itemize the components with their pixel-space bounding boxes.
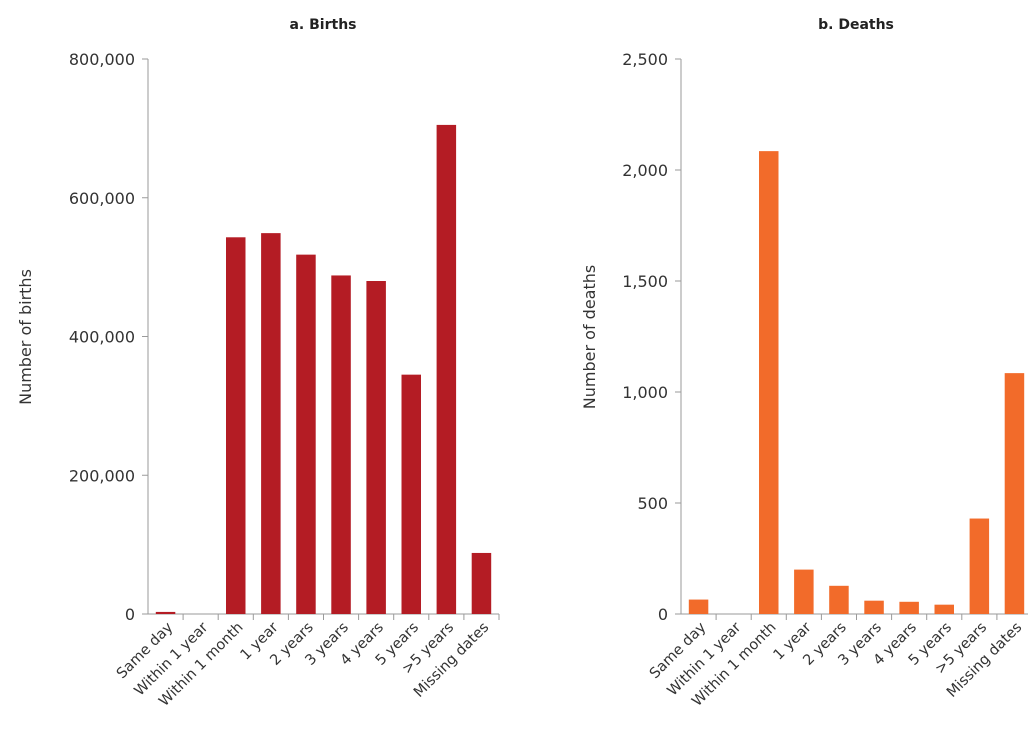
- births-y-tick-label: 600,000: [69, 189, 135, 208]
- births-bar: [471, 552, 492, 614]
- births-bar: [401, 374, 421, 614]
- deaths-bar: [969, 518, 990, 614]
- births-y-tick-label: 200,000: [69, 466, 135, 485]
- deaths-bar: [759, 151, 779, 614]
- deaths-y-tick-label: 1,000: [622, 383, 668, 402]
- deaths-bar: [794, 569, 814, 614]
- deaths-panel: b. Deaths Number of deaths 0 500 1,000 1,50…: [580, 17, 1028, 710]
- births-bar: [436, 124, 457, 614]
- deaths-y-tick-label: 2,000: [622, 161, 668, 180]
- births-bar: [261, 233, 281, 614]
- deaths-y-tick-label: 0: [658, 605, 668, 624]
- deaths-bar: [864, 600, 884, 614]
- deaths-bar: [688, 599, 709, 614]
- deaths-bar: [1004, 373, 1025, 614]
- births-bar: [331, 275, 351, 614]
- births-bar: [155, 611, 176, 614]
- births-y-tick-label: 0: [125, 605, 135, 624]
- births-panel: a. Births Number of births 0 200,000 400,0…: [16, 17, 500, 710]
- deaths-bar: [934, 604, 954, 614]
- deaths-y-axis-label: Number of deaths: [580, 265, 599, 409]
- births-y-tick-label: 400,000: [69, 328, 135, 347]
- deaths-chart-title: b. Deaths: [818, 17, 894, 33]
- deaths-y-tick-label: 1,500: [622, 272, 668, 291]
- births-chart-title: a. Births: [289, 17, 356, 33]
- births-bar: [226, 237, 246, 614]
- deaths-bar: [899, 601, 919, 614]
- deaths-y-tick-label: 500: [637, 494, 668, 513]
- births-bar: [366, 281, 386, 614]
- deaths-bar: [829, 585, 849, 614]
- births-y-axis-label: Number of births: [16, 269, 35, 405]
- deaths-y-tick-label: 2,500: [622, 50, 668, 69]
- births-y-tick-label: 800,000: [69, 50, 135, 69]
- births-bar: [296, 254, 316, 614]
